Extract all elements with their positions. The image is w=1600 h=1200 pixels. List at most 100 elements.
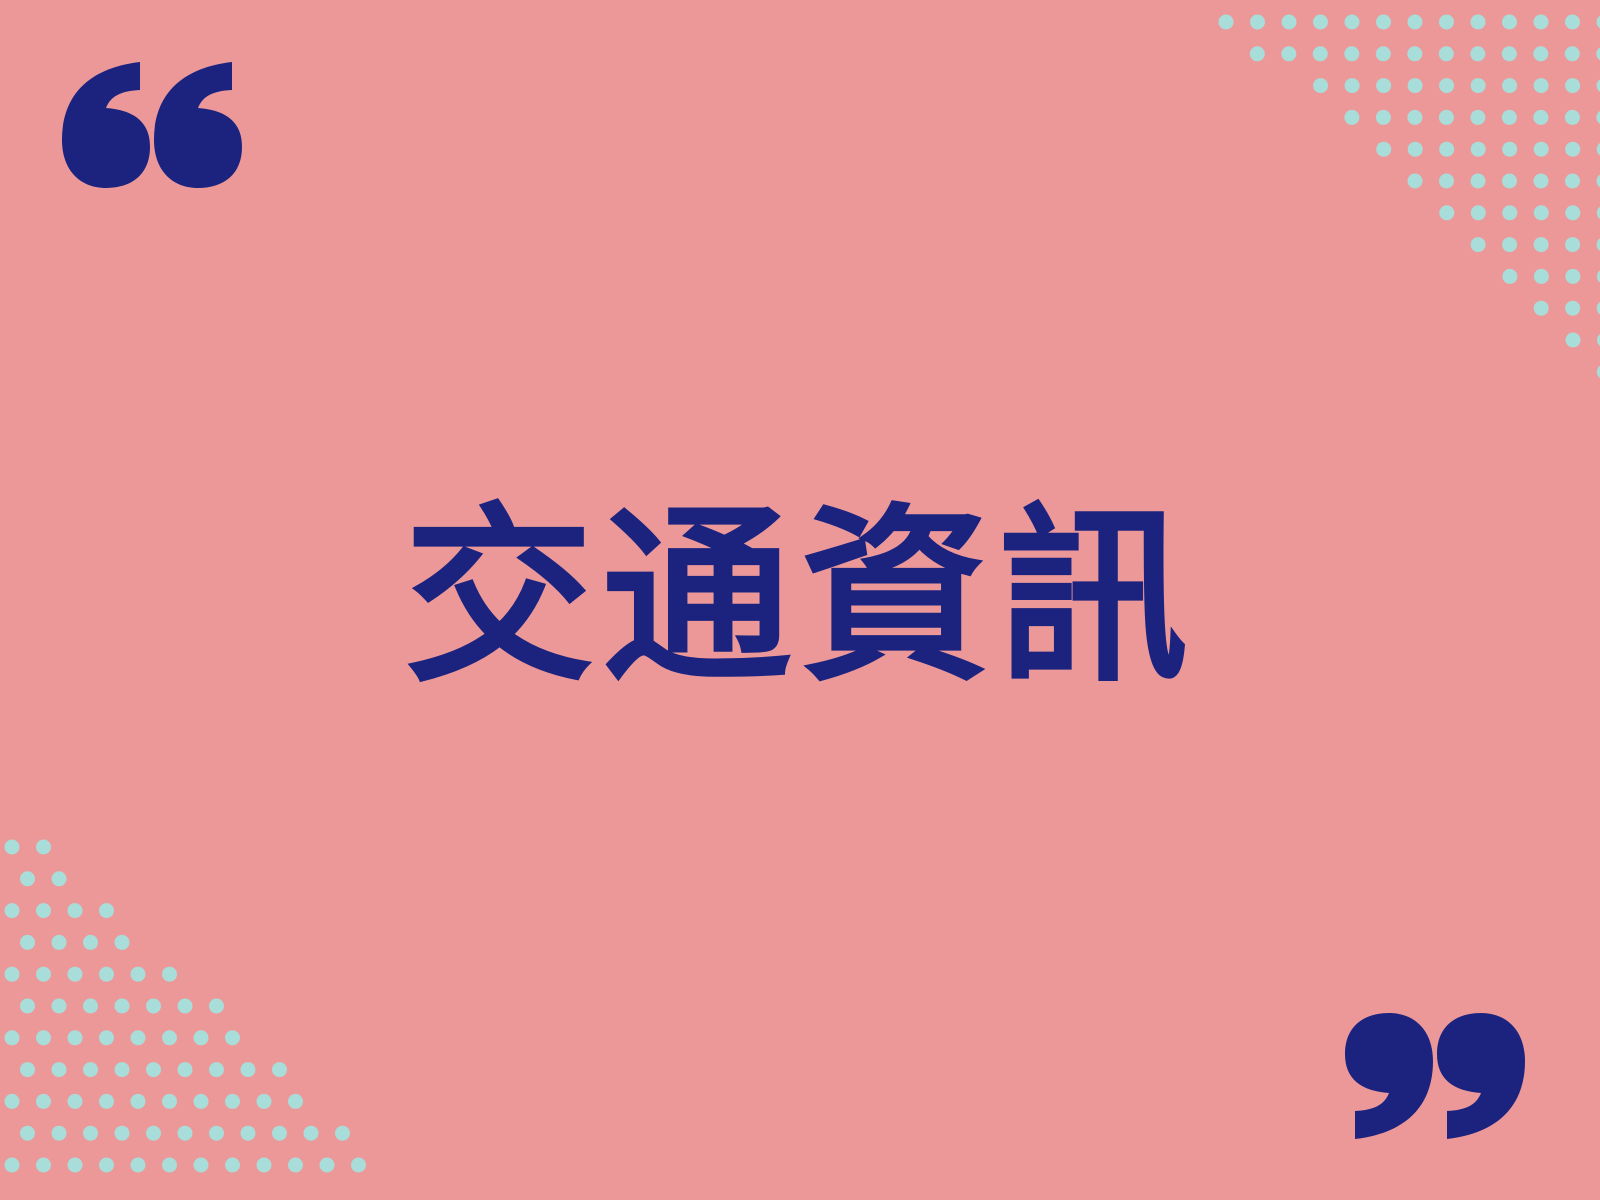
dot: [1501, 109, 1517, 125]
dot: [1565, 78, 1581, 94]
dot: [240, 1125, 256, 1141]
dot: [36, 1030, 51, 1046]
dot: [36, 839, 51, 855]
dot: [1407, 109, 1423, 125]
dot: [193, 1093, 209, 1109]
dot: [1502, 237, 1518, 253]
dot: [1312, 46, 1328, 62]
dot: [1502, 141, 1518, 157]
dot: [99, 903, 114, 919]
dot: [1407, 14, 1423, 30]
dot: [1407, 173, 1423, 189]
dot: [1502, 205, 1518, 221]
dot: [1565, 173, 1580, 189]
dot: [1281, 46, 1297, 62]
dot: [1344, 109, 1360, 125]
dot: [99, 966, 114, 982]
dot: [1596, 47, 1600, 61]
dot: [146, 1125, 161, 1141]
dot: [36, 903, 51, 919]
dot: [1533, 14, 1549, 30]
dot: [1375, 46, 1391, 62]
dot: [1565, 332, 1581, 348]
dot: [162, 966, 177, 982]
dot: [1501, 46, 1517, 62]
dot: [36, 1093, 51, 1109]
dot: [20, 871, 35, 887]
dot: [4, 839, 20, 855]
dot: [256, 1157, 272, 1173]
dot: [99, 1157, 114, 1173]
dot: [99, 1093, 114, 1109]
dot: [1344, 46, 1360, 62]
dot: [1344, 78, 1360, 94]
dot: [83, 998, 98, 1014]
dot: [1470, 78, 1486, 94]
dot: [67, 903, 83, 919]
dot: [1439, 78, 1455, 94]
dot: [209, 1062, 224, 1078]
dot: [256, 1093, 272, 1109]
dot: [335, 1125, 350, 1141]
dot: [20, 1125, 35, 1141]
dot: [1502, 268, 1518, 284]
dot: [20, 998, 35, 1014]
dot: [1470, 46, 1486, 62]
dot: [1502, 14, 1517, 30]
dot: [146, 998, 161, 1014]
dot: [51, 1062, 67, 1078]
dot: [177, 1125, 193, 1141]
dot: [4, 966, 20, 982]
dot: [1533, 78, 1549, 94]
dot: [130, 966, 146, 982]
dot: [67, 1093, 83, 1109]
dot: [1565, 268, 1581, 284]
dot: [209, 998, 224, 1014]
dot: [193, 1157, 209, 1173]
dot: [83, 1062, 98, 1078]
dot: [1565, 300, 1581, 316]
dot: [1218, 14, 1234, 30]
dot: [209, 1125, 224, 1141]
dot: [1533, 46, 1549, 62]
dot: [1596, 15, 1600, 29]
dot: [4, 1093, 20, 1109]
dot: [225, 1157, 240, 1173]
dot: [1502, 173, 1517, 189]
dot: [1344, 14, 1360, 30]
dot: [67, 1157, 83, 1173]
dot: [114, 1062, 130, 1078]
dot: [319, 1157, 335, 1173]
dot: [1439, 173, 1454, 189]
dot: [4, 1030, 20, 1046]
dot: [1533, 237, 1549, 253]
dot: [288, 1157, 303, 1173]
dot: [1470, 237, 1486, 253]
dot: [130, 1157, 146, 1173]
dot: [1407, 141, 1423, 157]
dot: [1470, 141, 1486, 157]
dot: [146, 1062, 161, 1078]
dot: [1313, 78, 1329, 94]
dot: [130, 1030, 146, 1046]
dot: [1596, 174, 1600, 188]
dot: [1249, 46, 1265, 62]
dot: [303, 1125, 319, 1141]
dot: [51, 871, 67, 887]
dot: [1533, 205, 1549, 221]
dot: [1596, 110, 1600, 124]
dot: [1439, 14, 1454, 30]
dot: [20, 934, 35, 950]
dot: [51, 998, 67, 1014]
dot: [162, 1030, 177, 1046]
dot: [114, 1125, 130, 1141]
dot: [20, 1062, 35, 1078]
dot: [272, 1125, 287, 1141]
dot: [1533, 300, 1549, 316]
dot: [1470, 173, 1486, 189]
dot: [225, 1030, 240, 1046]
dot: [36, 1157, 51, 1173]
dot: [1596, 79, 1600, 92]
dot: [1565, 141, 1581, 157]
headline-title: 交通資訊: [403, 487, 1196, 708]
